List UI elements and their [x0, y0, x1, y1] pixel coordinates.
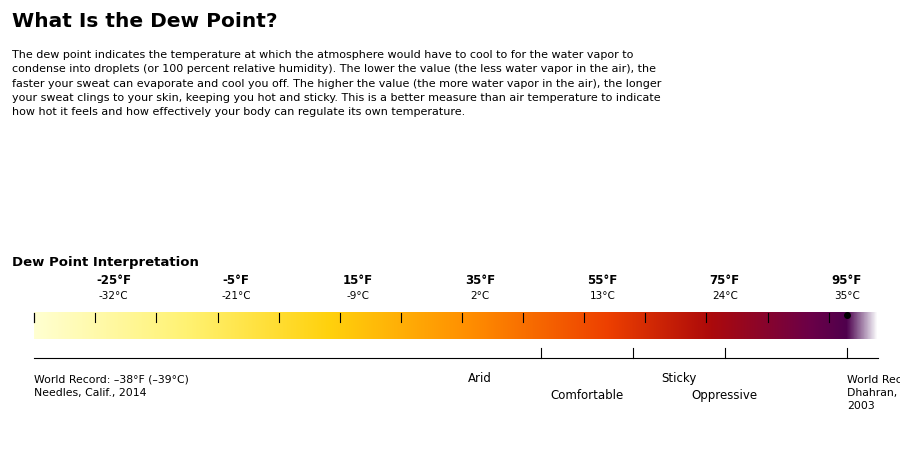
Text: Arid: Arid [468, 372, 492, 385]
Text: 15°F: 15°F [343, 274, 373, 287]
Text: The dew point indicates the temperature at which the atmosphere would have to co: The dew point indicates the temperature … [12, 50, 662, 118]
Text: 2°C: 2°C [471, 291, 490, 301]
Text: 55°F: 55°F [588, 274, 617, 287]
Text: 35°C: 35°C [834, 291, 860, 301]
Text: 35°F: 35°F [465, 274, 495, 287]
Text: Sticky: Sticky [662, 372, 697, 385]
Text: World Record: 95°F (35°C)
Dhahran, Saudi Arabia,
2003: World Record: 95°F (35°C) Dhahran, Saudi… [847, 374, 900, 411]
Text: What Is the Dew Point?: What Is the Dew Point? [12, 12, 277, 31]
Text: 95°F: 95°F [832, 274, 862, 287]
Text: 13°C: 13°C [590, 291, 616, 301]
Text: -25°F: -25°F [96, 274, 131, 287]
Text: Comfortable: Comfortable [551, 389, 624, 401]
Text: Dew Point Interpretation: Dew Point Interpretation [12, 256, 199, 269]
Text: -5°F: -5°F [222, 274, 249, 287]
Text: 24°C: 24°C [712, 291, 738, 301]
Text: -21°C: -21°C [221, 291, 251, 301]
Text: World Record: –38°F (–39°C)
Needles, Calif., 2014: World Record: –38°F (–39°C) Needles, Cal… [34, 374, 189, 398]
Text: -32°C: -32°C [99, 291, 129, 301]
Text: -9°C: -9°C [346, 291, 370, 301]
Text: 75°F: 75°F [710, 274, 740, 287]
Text: Oppressive: Oppressive [692, 389, 758, 401]
